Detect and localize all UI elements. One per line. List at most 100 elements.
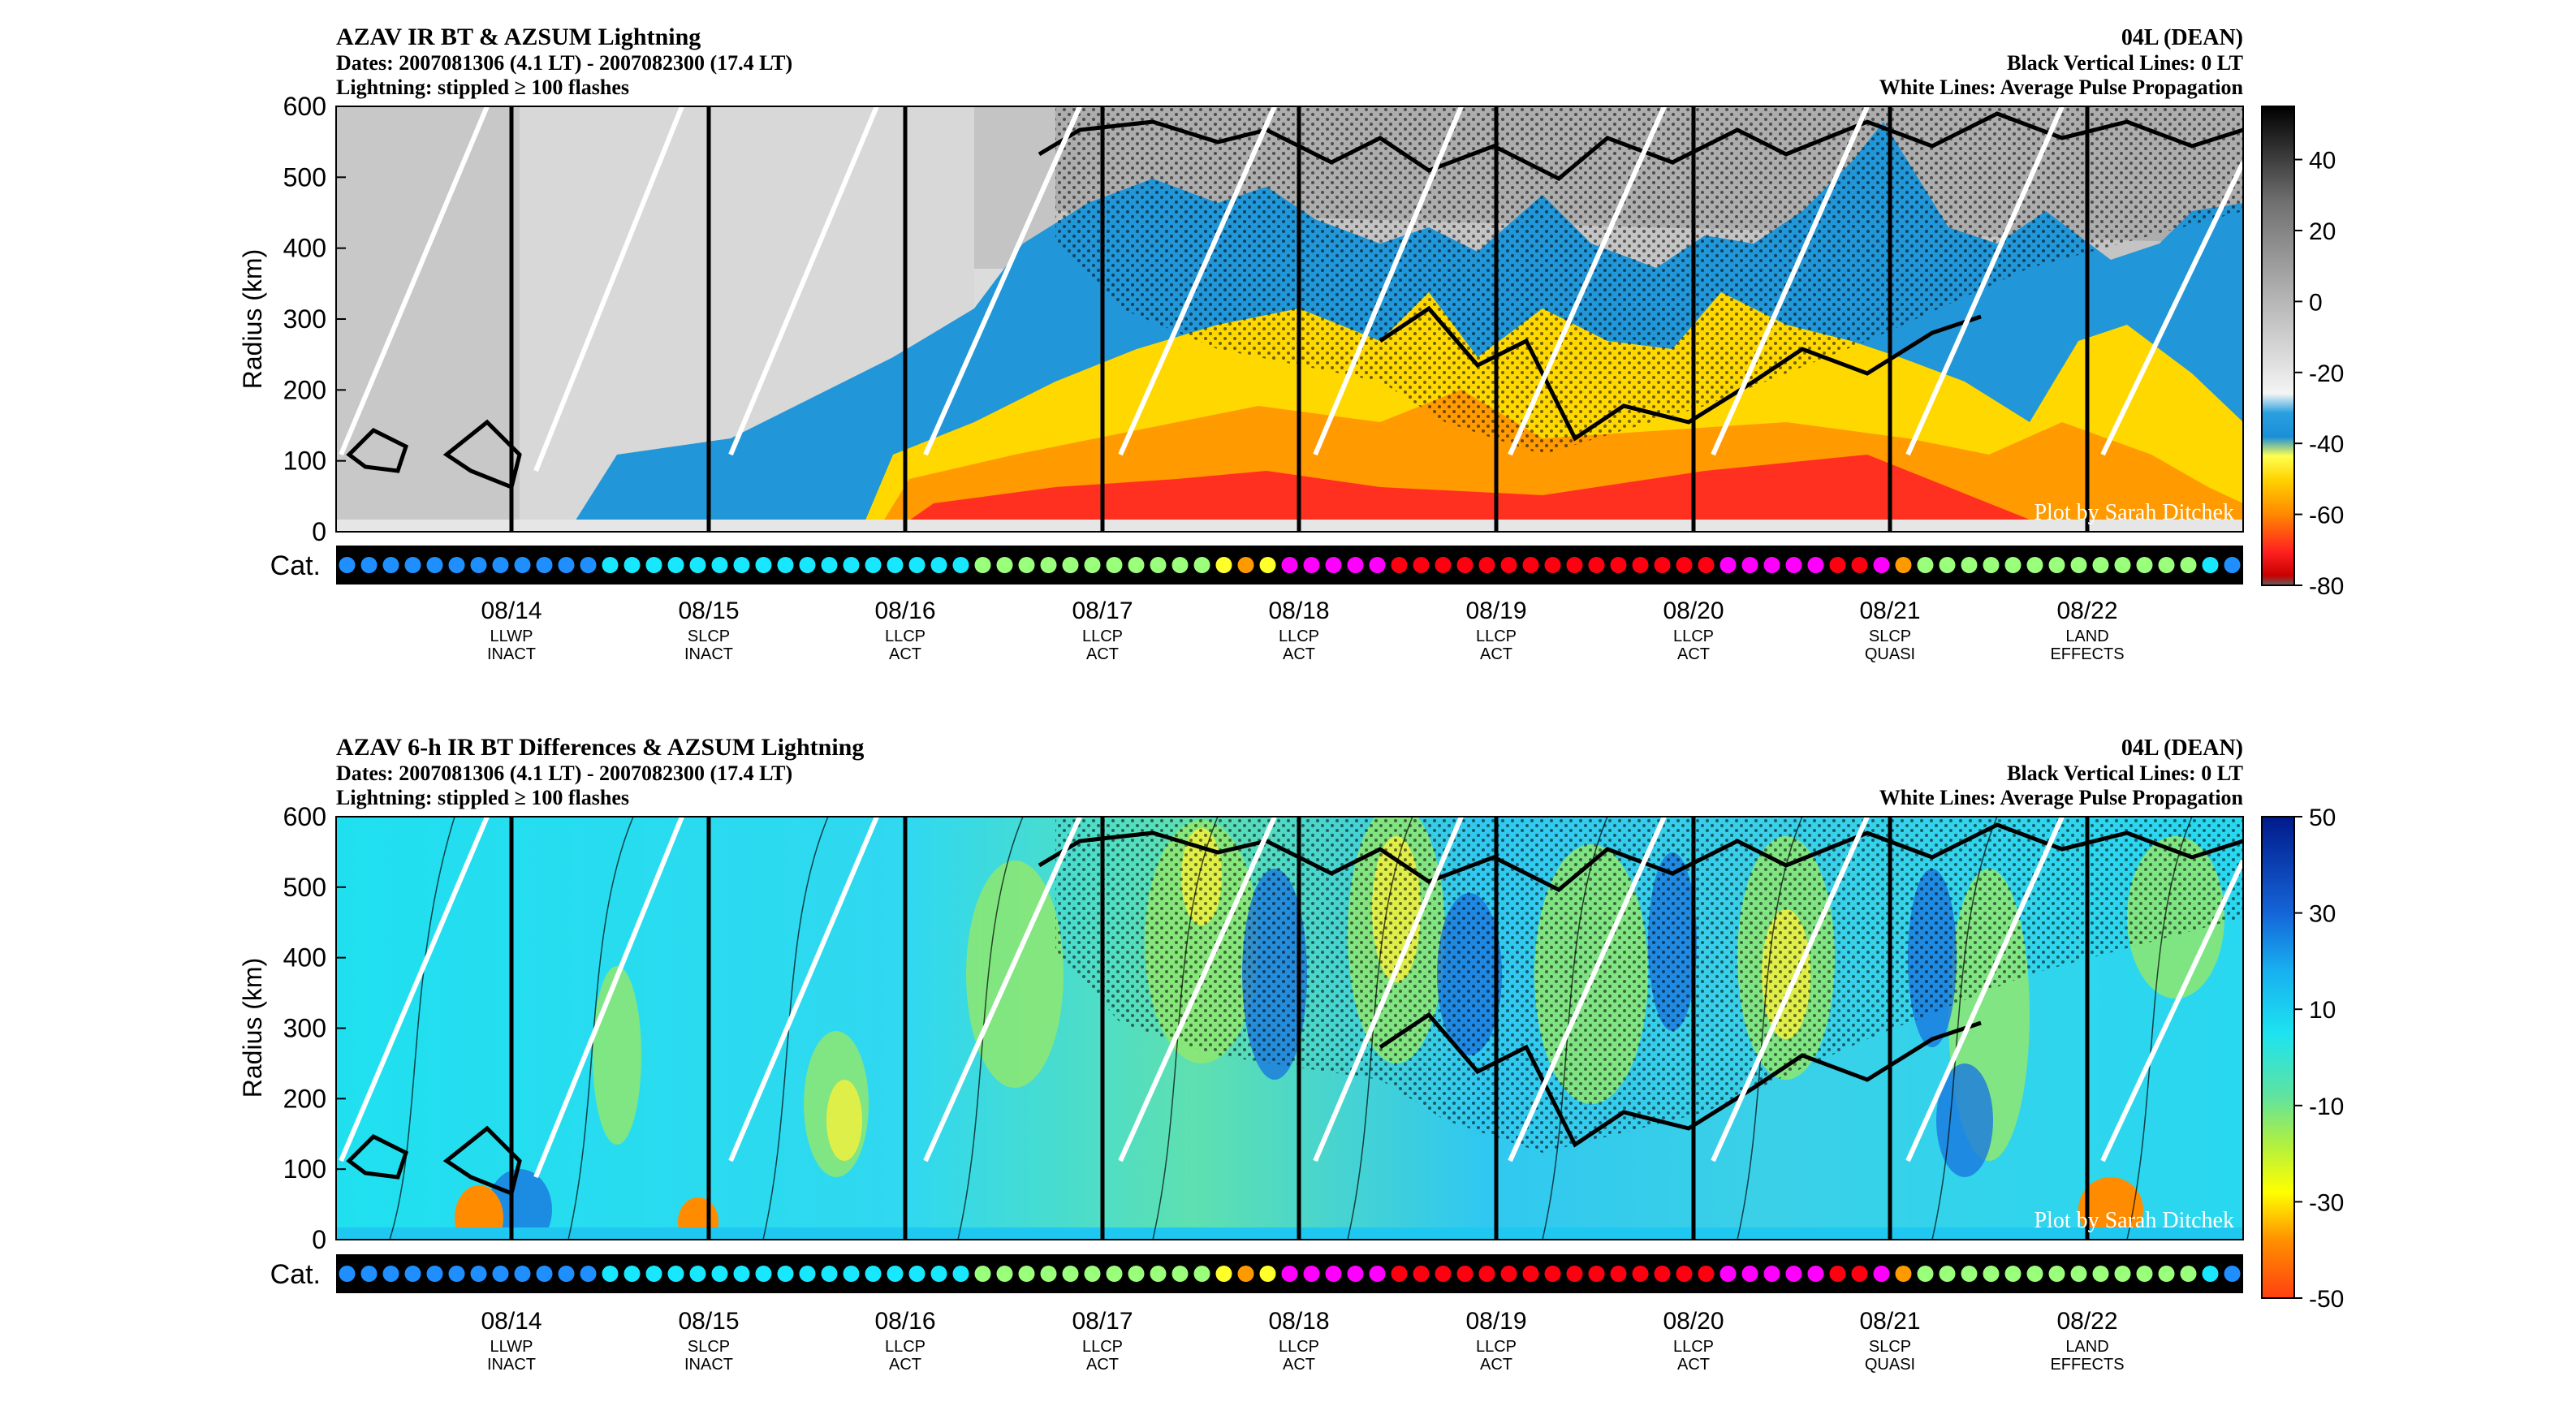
category-dot [1522, 557, 1539, 573]
category-dot [930, 557, 947, 573]
colorbar-tick-label: -30 [2309, 1189, 2344, 1216]
category-dot [843, 557, 860, 573]
colorbar-tick-label: -50 [2309, 1286, 2344, 1313]
category-dot [492, 1266, 509, 1282]
category-dot [733, 1266, 750, 1282]
category-dot [1435, 1266, 1452, 1282]
category-dot [1500, 1266, 1517, 1282]
bt-credit: Plot by Sarah Ditchek [2034, 500, 2234, 525]
category-dot [1281, 1266, 1298, 1282]
x-sublabel: LLCP [885, 628, 926, 645]
category-dot [821, 1266, 838, 1282]
x-sublabel: ACT [1677, 1356, 1710, 1374]
bt-colorbar [2261, 106, 2295, 586]
category-dot [1895, 557, 1912, 573]
category-dot [1676, 1266, 1693, 1282]
category-dot [448, 557, 465, 573]
panel-bt-wlines: White Lines: Average Pulse Propagation [1879, 75, 2244, 99]
category-dot [1917, 1266, 1934, 1282]
category-dot [426, 1266, 443, 1282]
category-dot [1456, 557, 1474, 573]
diff-category-label: Cat. [270, 1259, 321, 1290]
category-dot [2026, 1266, 2043, 1282]
x-tick-label: 08/20 [1663, 597, 1724, 624]
category-dot [624, 557, 641, 573]
category-dot [2048, 1266, 2065, 1282]
bt-lt-lines [509, 106, 2090, 532]
x-tick-label: 08/22 [2056, 597, 2117, 624]
y-tick-label: 100 [283, 446, 326, 476]
category-dot [733, 557, 750, 573]
diff-credit: Plot by Sarah Ditchek [2034, 1208, 2234, 1233]
category-dot [404, 557, 421, 573]
category-dot [339, 557, 356, 573]
category-dot [536, 557, 553, 573]
x-sublabel: SLCP [1869, 628, 1911, 645]
category-dot [558, 1266, 575, 1282]
category-dot [667, 557, 684, 573]
category-dot [1171, 1266, 1189, 1282]
category-dot [667, 1266, 684, 1282]
category-dot [711, 557, 728, 573]
category-dot [1807, 1266, 1824, 1282]
category-dot [908, 1266, 926, 1282]
category-dot [1763, 557, 1780, 573]
category-dot [1698, 1266, 1715, 1282]
category-dot [1391, 557, 1408, 573]
category-dot [1215, 1266, 1232, 1282]
category-dot [645, 557, 662, 573]
category-dot [1347, 557, 1364, 573]
category-dot [1018, 1266, 1035, 1282]
category-dot [1303, 1266, 1320, 1282]
category-dot [382, 1266, 399, 1282]
category-dot [1325, 1266, 1342, 1282]
x-sublabel: EFFECTS [2050, 1356, 2124, 1374]
x-sublabel: INACT [684, 645, 733, 663]
category-dot [1566, 557, 1583, 573]
diff-category-dots [339, 1266, 2241, 1282]
category-dot [777, 1266, 794, 1282]
bt-category-dots [339, 557, 2241, 573]
category-dot [1456, 1266, 1474, 1282]
category-dot [1237, 557, 1254, 573]
colorbar-tick-label: -40 [2309, 431, 2344, 458]
category-dot [2224, 557, 2241, 573]
colorbar-tick-label: 40 [2309, 148, 2336, 175]
category-dot [360, 557, 378, 573]
category-dot [711, 1266, 728, 1282]
category-dot [1807, 557, 1824, 573]
category-dot [2048, 557, 2065, 573]
category-dot [339, 1266, 356, 1282]
diff-colorbar-ticks: 50 30 10 -10 -30 -50 [2294, 805, 2344, 1313]
bt-y-ticks: 0 100 200 300 400 500 600 [283, 92, 346, 546]
category-dot [799, 557, 816, 573]
y-tick-label: 300 [283, 304, 326, 334]
x-sublabel: LLWP [490, 1338, 533, 1356]
category-dot [1413, 1266, 1430, 1282]
category-dot [2026, 557, 2043, 573]
category-dot [426, 557, 443, 573]
category-dot [1741, 1266, 1758, 1282]
bt-category-label: Cat. [270, 550, 321, 581]
x-sublabel: ACT [1480, 1356, 1512, 1374]
category-dot [1500, 557, 1517, 573]
category-dot [382, 557, 399, 573]
category-dot [1939, 557, 1956, 573]
y-tick-label: 0 [312, 517, 326, 546]
y-tick-label: 600 [283, 92, 326, 121]
category-dot [843, 1266, 860, 1282]
diff-ylabel: Radius (km) [238, 958, 267, 1098]
x-tick-label: 08/21 [1859, 597, 1920, 624]
panel-bt-lightning: Lightning: stippled ≥ 100 flashes [336, 75, 629, 99]
x-sublabel: ACT [1480, 645, 1512, 663]
category-dot [2114, 557, 2131, 573]
category-dot [996, 557, 1013, 573]
category-dot [1062, 557, 1079, 573]
x-tick-label: 08/15 [678, 597, 739, 624]
x-sublabel: LLCP [1082, 1338, 1123, 1356]
x-tick-label: 08/21 [1859, 1308, 1920, 1335]
category-dot [908, 557, 926, 573]
category-dot [974, 557, 991, 573]
category-dot [2004, 557, 2022, 573]
